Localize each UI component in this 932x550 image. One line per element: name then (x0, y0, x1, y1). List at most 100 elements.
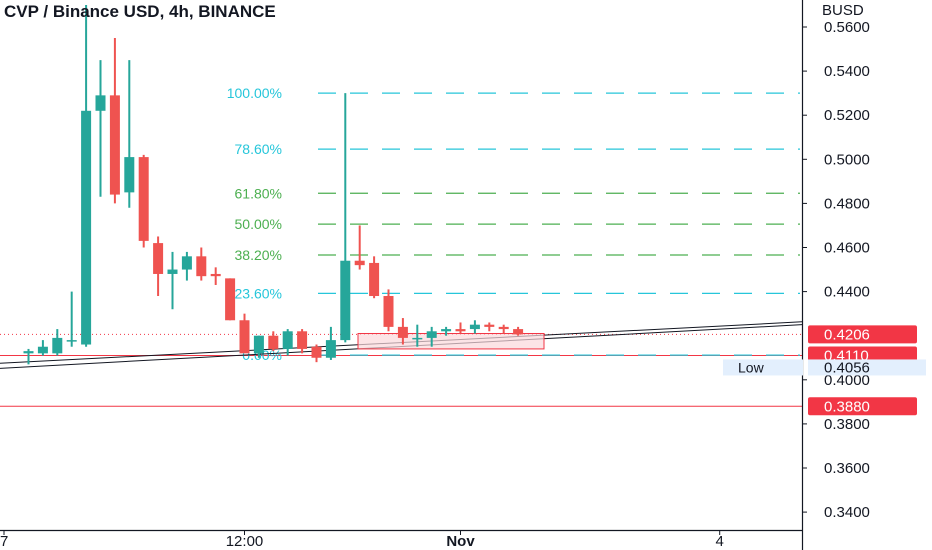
candle-body (239, 320, 250, 354)
candle (167, 251, 178, 310)
candle-body (95, 95, 106, 111)
candle (340, 93, 351, 343)
y-tick-label: 0.5400 (824, 63, 870, 80)
candle-body (455, 329, 466, 332)
candle-body (153, 243, 164, 274)
candle-body (66, 340, 77, 342)
price-label-text: 0.4206 (824, 326, 870, 343)
fib-level-label: 23.60% (235, 285, 282, 301)
candle (469, 320, 480, 334)
x-tick-label: Nov (446, 533, 475, 550)
candle (196, 247, 207, 281)
candle (95, 60, 106, 197)
candle (311, 344, 322, 363)
y-tick-label: 0.4600 (824, 240, 870, 257)
candle (498, 324, 509, 334)
currency-label: BUSD (822, 2, 864, 19)
fib-level-label: 61.80% (235, 185, 282, 201)
candle-body (268, 335, 279, 349)
candle-body (426, 331, 437, 338)
candle-body (138, 157, 149, 241)
candle (268, 331, 279, 352)
candle (484, 322, 495, 332)
candle (23, 348, 34, 365)
y-tick-label: 0.5200 (824, 107, 870, 124)
candle (138, 154, 149, 248)
candle (153, 236, 164, 297)
y-tick-label: 0.4000 (824, 372, 870, 389)
y-tick-label: 0.5000 (824, 151, 870, 168)
candle (325, 326, 336, 360)
candle-body (37, 346, 48, 354)
candle-body (253, 335, 264, 354)
candle-body (311, 346, 322, 358)
y-tick-label: 0.5600 (824, 19, 870, 36)
y-tick-label: 0.3400 (824, 504, 870, 521)
x-tick-label: 12:00 (226, 533, 264, 550)
candle (225, 278, 236, 321)
candle (426, 326, 437, 347)
fib-level-label: 38.20% (235, 247, 282, 263)
price-axis-label: Low 0.4056 (723, 359, 926, 376)
candle-body (210, 273, 221, 277)
candle-body (441, 329, 452, 332)
candle-body (196, 256, 207, 277)
candle-body (383, 296, 394, 327)
candle-body (124, 157, 135, 193)
candle (412, 324, 423, 347)
candle-body (340, 260, 351, 341)
candle (282, 329, 293, 356)
price-label-box (808, 397, 917, 416)
fib-level-label: 78.60% (235, 141, 282, 157)
candle (369, 256, 380, 299)
y-tick-label: 0.4400 (824, 284, 870, 301)
candle-body (484, 324, 495, 327)
fib-level-label: 50.00% (235, 216, 282, 232)
candle (66, 291, 77, 347)
candle (124, 60, 135, 208)
candle-body (469, 324, 480, 330)
candle-body (52, 337, 63, 354)
candle (253, 335, 264, 358)
plot-area: 100.00% 78.60% 61.80% 50.00% 38.20% 23.60% 0.0… (0, 4, 802, 407)
candle-body (167, 269, 178, 274)
candle-body (225, 278, 236, 321)
candle (210, 267, 221, 285)
candle (52, 329, 63, 356)
price-axis-label: 0.3880 (808, 397, 917, 416)
candle (383, 289, 394, 332)
candle-body (109, 95, 120, 195)
candle (455, 322, 466, 334)
candle (297, 329, 308, 354)
price-axis-label: 0.4206 (808, 325, 917, 344)
candle-body (325, 340, 336, 358)
candle-body (181, 256, 192, 270)
price-label-box (808, 325, 917, 344)
candle (239, 313, 250, 354)
candle (109, 38, 120, 204)
candle (37, 340, 48, 356)
price-label-box (808, 359, 926, 376)
candle-body (513, 329, 524, 335)
y-tick-label: 0.4800 (824, 195, 870, 212)
fib-level-label: 0.00% (242, 347, 282, 363)
candle-body (498, 326, 509, 330)
chart-title: CVP / Binance USD, 4h, BINANCE (4, 2, 276, 21)
candle-body (297, 331, 308, 349)
y-tick-label: 0.3600 (824, 460, 870, 477)
candle (354, 225, 365, 270)
candle-body (369, 262, 380, 297)
candle-body (412, 337, 423, 340)
candle-body (282, 331, 293, 349)
candle-body (81, 110, 92, 345)
price-label-text: 0.4056 (824, 359, 870, 376)
candle-body (397, 326, 408, 338)
fib-level-label: 100.00% (227, 85, 282, 101)
low-label-box (723, 359, 803, 376)
low-label-text: Low (738, 359, 765, 375)
candle (513, 326, 524, 336)
price-zone (357, 332, 545, 350)
candle (81, 4, 92, 347)
price-label-text: 0.3880 (824, 398, 870, 415)
